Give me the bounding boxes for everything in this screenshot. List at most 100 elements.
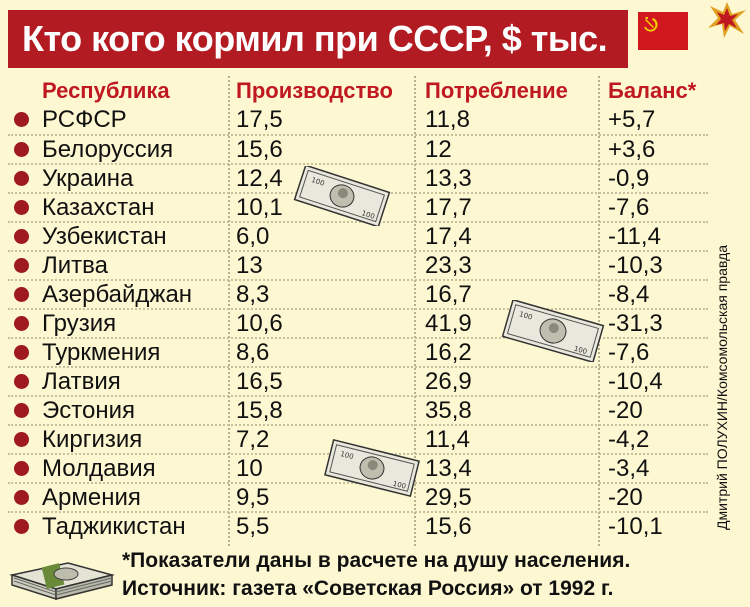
republic-name: Эстония [42, 396, 135, 424]
production-value: 10,6 [236, 309, 283, 337]
balance-value: -10,4 [608, 367, 663, 395]
balance-value: +5,7 [608, 105, 656, 133]
header-republic: Республика [42, 77, 170, 103]
production-value: 5,5 [236, 512, 270, 540]
republic-name: Киргизия [42, 425, 143, 453]
bullet-icon [14, 229, 29, 244]
svg-text:100: 100 [339, 450, 354, 461]
svg-text:100: 100 [310, 176, 325, 188]
balance-value: -20 [608, 483, 643, 511]
bullet-icon [14, 461, 29, 476]
table-row: Белоруссия 15,6 12 +3,6 [8, 134, 708, 163]
consumption-value: 35,8 [425, 396, 472, 424]
svg-text:100: 100 [518, 310, 533, 321]
bullet-icon [14, 258, 29, 273]
balance-value: -11,4 [608, 222, 661, 250]
production-value: 9,5 [236, 483, 270, 511]
header-consumption: Потребление [425, 77, 568, 103]
table-row: Узбекистан 6,0 17,4 -11,4 [8, 221, 708, 250]
table-row: Грузия 10,6 41,9 -31,3 [8, 308, 708, 337]
svg-text:100: 100 [360, 209, 375, 221]
balance-value: -20 [608, 396, 643, 424]
consumption-value: 11,4 [425, 425, 470, 453]
balance-value: -4,2 [608, 425, 650, 453]
production-value: 15,6 [236, 135, 283, 163]
svg-text:100: 100 [573, 345, 588, 356]
consumption-value: 13,4 [425, 454, 472, 482]
bullet-icon [14, 112, 29, 127]
star-decoration-icon [708, 2, 746, 38]
balance-value: -8,4 [608, 280, 650, 308]
consumption-value: 26,9 [425, 367, 472, 395]
table-row: Латвия 16,5 26,9 -10,4 [8, 366, 708, 395]
column-divider [414, 76, 416, 546]
footnote-line: *Показатели даны в расчете на душу насел… [122, 549, 631, 572]
bullet-icon [14, 287, 29, 302]
table-row: РСФСР 17,5 11,8 +5,7 [8, 105, 708, 134]
table-row: Таджикистан 5,5 15,6 -10,1 [8, 511, 708, 540]
bullet-icon [14, 432, 29, 447]
production-value: 13 [236, 251, 263, 279]
production-value: 10 [236, 454, 263, 482]
republic-name: Латвия [42, 367, 121, 395]
bullet-icon [14, 374, 29, 389]
table-row: Эстония 15,8 35,8 -20 [8, 395, 708, 424]
balance-value: -0,9 [608, 164, 650, 192]
money-stack-icon [9, 562, 115, 601]
header-balance: Баланс* [608, 77, 697, 103]
consumption-value: 16,7 [425, 280, 472, 308]
bullet-icon [14, 345, 29, 360]
consumption-value: 23,3 [425, 251, 472, 279]
republic-name: Казахстан [42, 193, 155, 221]
production-value: 15,8 [236, 396, 283, 424]
bullet-icon [14, 490, 29, 505]
production-value: 10,1 [236, 193, 283, 221]
republic-name: Азербайджан [42, 280, 193, 308]
consumption-value: 41,9 [425, 309, 472, 337]
table-row: Литва 13 23,3 -10,3 [8, 250, 708, 279]
republic-name: Грузия [42, 309, 117, 337]
production-value: 7,2 [236, 425, 270, 453]
table-row: Украина 12,4 13,3 -0,9 [8, 163, 708, 192]
hammer-sickle-icon [644, 17, 658, 32]
svg-text:100: 100 [392, 480, 407, 491]
table-row: Киргизия 7,2 11,4 -4,2 [8, 424, 708, 453]
production-value: 16,5 [236, 367, 283, 395]
bullet-icon [14, 403, 29, 418]
column-divider [228, 76, 230, 546]
column-divider [598, 76, 600, 546]
dollar-bill-icon: 100 100 [293, 166, 391, 226]
balance-value: -7,6 [608, 338, 650, 366]
balance-value: -10,3 [608, 251, 663, 279]
bullet-icon [14, 142, 29, 157]
production-value: 8,6 [236, 338, 270, 366]
consumption-value: 17,4 [425, 222, 472, 250]
consumption-value: 17,7 [425, 193, 472, 221]
republic-name: Литва [42, 251, 108, 279]
bullet-icon [14, 171, 29, 186]
republic-name: Таджикистан [42, 512, 186, 540]
republic-name: Украина [42, 164, 134, 192]
production-value: 17,5 [236, 105, 283, 133]
bullet-icon [14, 519, 29, 534]
dollar-bill-icon: 100 100 [501, 300, 605, 362]
bullet-icon [14, 200, 29, 215]
balance-value: -10,1 [608, 512, 663, 540]
consumption-value: 12 [425, 135, 452, 163]
republic-name: Туркмения [42, 338, 161, 366]
republic-name: Белоруссия [42, 135, 174, 163]
republic-name: Армения [42, 483, 141, 511]
ussr-flag-icon [638, 12, 688, 50]
table-row: Азербайджан 8,3 16,7 -8,4 [8, 279, 708, 308]
source-line: Источник: газета «Советская Россия» от 1… [122, 577, 614, 600]
republic-name: Молдавия [42, 454, 156, 482]
balance-value: -3,4 [608, 454, 650, 482]
republic-name: РСФСР [42, 105, 127, 133]
consumption-value: 29,5 [425, 483, 472, 511]
consumption-value: 16,2 [425, 338, 472, 366]
balance-value: -7,6 [608, 193, 650, 221]
header-production: Производство [236, 77, 393, 103]
photo-credit: Дмитрий ПОЛУХИН/Комсомольская правда [714, 244, 730, 530]
consumption-value: 11,8 [425, 105, 470, 133]
balance-value: -31,3 [608, 309, 663, 337]
